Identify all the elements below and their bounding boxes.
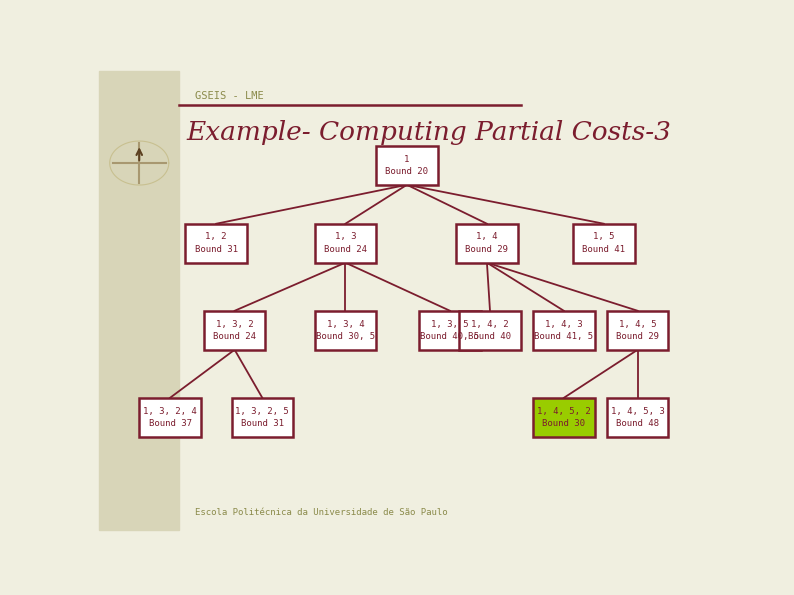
FancyBboxPatch shape bbox=[573, 224, 634, 262]
FancyBboxPatch shape bbox=[314, 311, 376, 350]
FancyBboxPatch shape bbox=[607, 398, 669, 437]
Bar bbox=[99, 71, 179, 530]
Text: 1, 4
Bound 29: 1, 4 Bound 29 bbox=[465, 233, 508, 254]
Text: 1
Bound 20: 1 Bound 20 bbox=[385, 155, 429, 176]
FancyBboxPatch shape bbox=[185, 224, 247, 262]
FancyBboxPatch shape bbox=[232, 398, 293, 437]
FancyBboxPatch shape bbox=[533, 398, 595, 437]
FancyBboxPatch shape bbox=[607, 311, 669, 350]
Text: 1, 4, 3
Bound 41, 5: 1, 4, 3 Bound 41, 5 bbox=[534, 320, 593, 341]
Text: Example- Computing Partial Costs-3: Example- Computing Partial Costs-3 bbox=[186, 120, 671, 145]
Text: 1, 3, 2
Bound 24: 1, 3, 2 Bound 24 bbox=[213, 320, 256, 341]
Text: 1, 3
Bound 24: 1, 3 Bound 24 bbox=[324, 233, 367, 254]
FancyBboxPatch shape bbox=[204, 311, 265, 350]
FancyBboxPatch shape bbox=[459, 311, 521, 350]
Text: 1, 3, 5
Bound 40, 5: 1, 3, 5 Bound 40, 5 bbox=[421, 320, 480, 341]
Text: 1, 3, 2, 5
Bound 31: 1, 3, 2, 5 Bound 31 bbox=[236, 406, 289, 428]
Text: 1, 4, 5
Bound 29: 1, 4, 5 Bound 29 bbox=[616, 320, 659, 341]
FancyBboxPatch shape bbox=[314, 224, 376, 262]
FancyBboxPatch shape bbox=[139, 398, 201, 437]
Text: GSEIS - LME: GSEIS - LME bbox=[195, 91, 264, 101]
FancyBboxPatch shape bbox=[419, 311, 480, 350]
Text: 1, 2
Bound 31: 1, 2 Bound 31 bbox=[195, 233, 237, 254]
FancyBboxPatch shape bbox=[456, 224, 518, 262]
Text: Escola Politécnica da Universidade de São Paulo: Escola Politécnica da Universidade de Sã… bbox=[195, 508, 447, 516]
Text: 1, 3, 2, 4
Bound 37: 1, 3, 2, 4 Bound 37 bbox=[143, 406, 197, 428]
Text: 1, 4, 2
Bound 40: 1, 4, 2 Bound 40 bbox=[468, 320, 511, 341]
FancyBboxPatch shape bbox=[533, 311, 595, 350]
Text: 1, 3, 4
Bound 30, 5: 1, 3, 4 Bound 30, 5 bbox=[316, 320, 375, 341]
Text: 1, 5
Bound 41: 1, 5 Bound 41 bbox=[582, 233, 626, 254]
Text: 1, 4, 5, 2
Bound 30: 1, 4, 5, 2 Bound 30 bbox=[537, 406, 591, 428]
FancyBboxPatch shape bbox=[376, 146, 437, 185]
Text: 1, 4, 5, 3
Bound 48: 1, 4, 5, 3 Bound 48 bbox=[611, 406, 665, 428]
